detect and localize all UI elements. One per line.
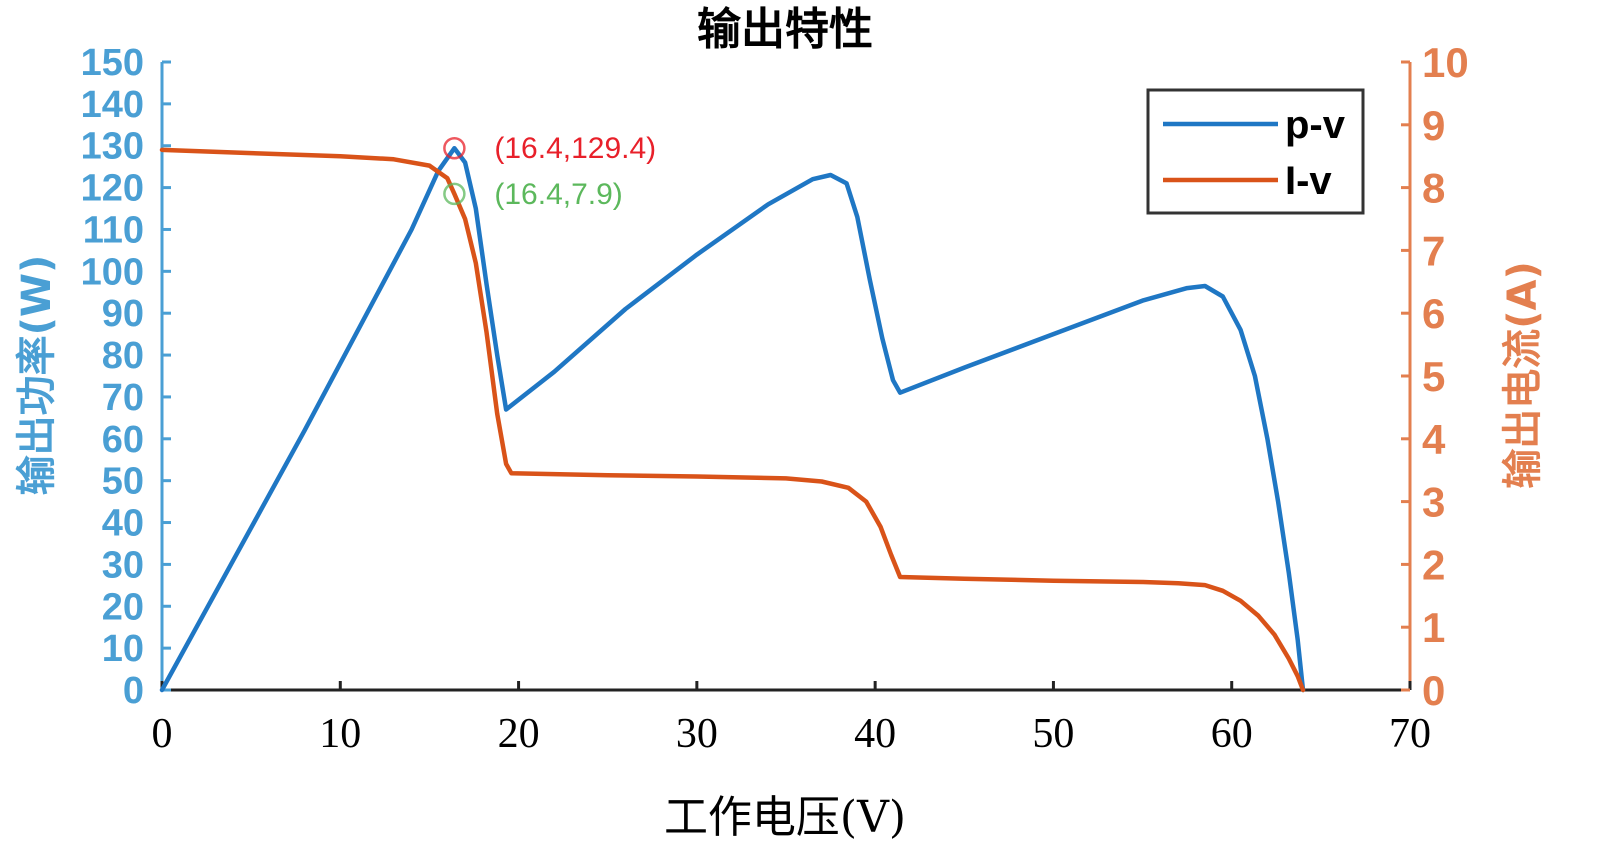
- annotation-label: (16.4,7.9): [494, 178, 622, 211]
- x-tick-label: 60: [1211, 711, 1253, 757]
- y-tick-label-right: 6: [1422, 290, 1445, 337]
- x-axis-label: 工作电压(V): [664, 792, 906, 843]
- y-tick-label-left: 20: [102, 586, 144, 628]
- y-tick-label-left: 90: [102, 293, 144, 335]
- y-tick-label-right: 9: [1422, 102, 1445, 149]
- series-line-p-v: [159, 145, 1306, 693]
- y-tick-label-right: 1: [1422, 604, 1445, 651]
- y-tick-label-left: 150: [81, 42, 144, 84]
- y-tick-label-left: 140: [81, 84, 144, 126]
- y-tick-label-left: 30: [102, 544, 144, 586]
- y-tick-label-right: 10: [1422, 39, 1469, 86]
- x-tick-label: 0: [152, 711, 173, 757]
- y-tick-label-right: 5: [1422, 353, 1445, 400]
- annotation-marker: [443, 136, 466, 160]
- legend-box: [1146, 88, 1365, 215]
- x-tick-label: 30: [676, 711, 718, 757]
- x-tick-label: 70: [1389, 711, 1431, 757]
- y-tick-label-right: 8: [1422, 165, 1445, 212]
- y-tick-label-left: 50: [102, 461, 144, 503]
- y-axis-label-left: 输出功率(W): [14, 255, 60, 496]
- chart-title: 输出特性: [697, 4, 873, 55]
- x-tick-label: 20: [498, 711, 540, 757]
- x-tick-label: 40: [854, 711, 896, 757]
- y-tick-label-right: 4: [1422, 416, 1446, 463]
- y-tick-label-left: 10: [102, 628, 144, 670]
- y-tick-label-right: 0: [1422, 667, 1445, 714]
- legend-label: I-v: [1285, 159, 1332, 203]
- annotation-marker: [443, 182, 466, 206]
- annotations: (16.4,129.4) (16.4,7.9): [443, 132, 656, 211]
- series-line-i-v: [159, 147, 1306, 693]
- y-tick-label-left: 130: [81, 126, 144, 168]
- y-tick-label-left: 70: [102, 377, 144, 419]
- annotation-label: (16.4,129.4): [494, 132, 656, 165]
- y-tick-label-left: 40: [102, 503, 144, 545]
- y-tick-label-left: 60: [102, 419, 144, 461]
- x-tick-label: 10: [319, 711, 361, 757]
- y-tick-label-right: 3: [1422, 479, 1445, 526]
- y-tick-label-right: 7: [1422, 227, 1445, 274]
- y-tick-label-left: 0: [123, 670, 144, 712]
- series-lines: [159, 145, 1306, 693]
- y-tick-label-left: 120: [81, 168, 144, 210]
- y-tick-label-left: 80: [102, 335, 144, 377]
- y-tick-label-left: 110: [83, 209, 144, 251]
- x-tick-label: 50: [1032, 711, 1074, 757]
- y-tick-label-right: 2: [1422, 541, 1445, 588]
- y-axis-label-right: 输出电流(A): [1500, 261, 1546, 489]
- tick-labels: 0 10 20 30 40 50 60 700102030405060708090100110…: [81, 39, 1469, 757]
- y-tick-label-left: 100: [81, 251, 144, 293]
- legend-label: p-v: [1285, 103, 1346, 147]
- legend: p-v I-v: [1146, 88, 1365, 215]
